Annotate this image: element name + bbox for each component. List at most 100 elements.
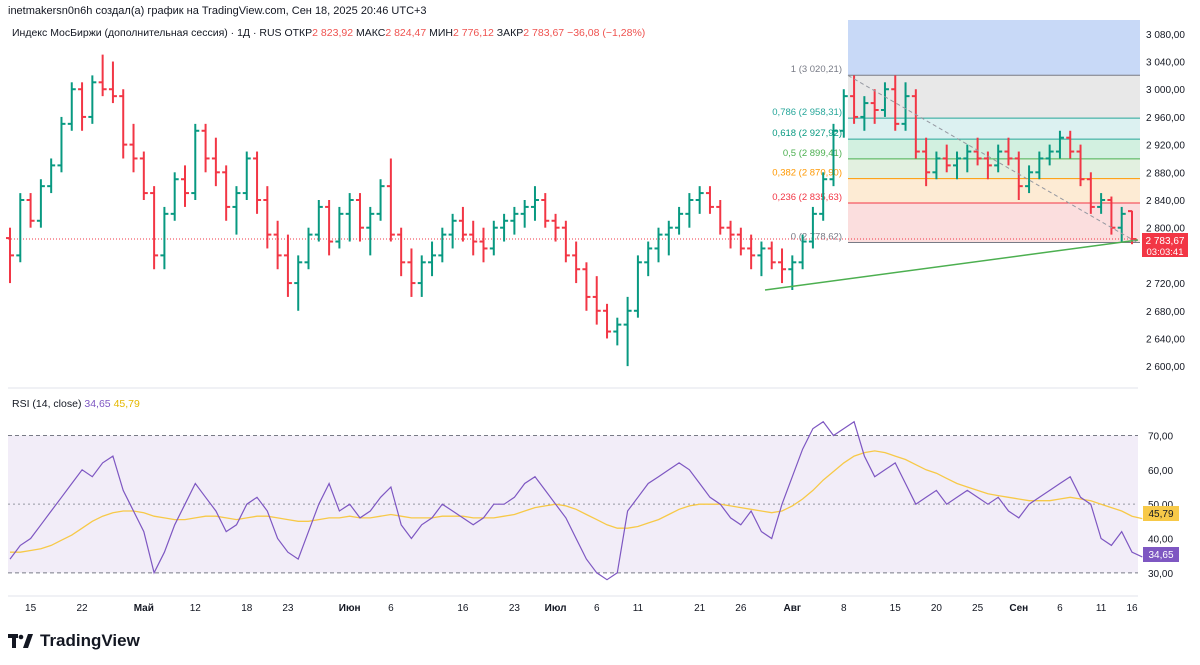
ohlc-bar <box>6 227 14 284</box>
ohlc-bar <box>1004 137 1013 166</box>
ohlc-bar <box>695 186 704 214</box>
ohlc-bar <box>767 241 776 270</box>
rsi-badge-text: 34,65 <box>1148 550 1173 561</box>
rsi-badge <box>1143 547 1179 562</box>
ohlc-bar <box>633 255 642 318</box>
ohlc-bar <box>922 137 931 187</box>
fib-zone <box>848 203 1140 243</box>
ohlc-bar <box>253 151 262 214</box>
ohlc-bar <box>582 262 591 311</box>
ohlc-bar <box>829 123 838 187</box>
time-axis-tick: 23 <box>509 603 521 614</box>
ohlc-bar <box>57 116 66 173</box>
price-axis-tick: 3 000,00 <box>1146 85 1185 96</box>
drawings[interactable] <box>764 74 1139 291</box>
tradingview-logo[interactable]: TradingView <box>8 631 140 651</box>
rsi-axis-tick: 60,00 <box>1148 466 1173 477</box>
ohlc-bar <box>613 317 622 346</box>
time-axis-tick: 16 <box>457 603 469 614</box>
ohlc-bar <box>901 82 910 131</box>
ohlc-bar <box>376 179 385 221</box>
time-axis-tick: 18 <box>241 603 253 614</box>
ohlc-bar <box>191 123 200 200</box>
ohlc-bar <box>88 75 97 124</box>
ohlc-bar <box>685 193 694 228</box>
ohlc-bar <box>994 144 1003 173</box>
open-value: 2 823,92 <box>312 27 354 39</box>
price-axis[interactable]: 3 080,00 3 040,00 3 000,00 2 960,00 2 920,00… <box>1146 30 1185 373</box>
price-axis-tick: 2 840,00 <box>1146 196 1185 207</box>
rsi-ma-badge-text: 45,79 <box>1148 509 1173 520</box>
ohlc-bar <box>180 165 189 207</box>
ohlc-bar <box>664 220 673 256</box>
time-axis-tick: 6 <box>388 603 394 614</box>
ohlc-bar <box>1035 151 1044 180</box>
ohlc-bar <box>1086 172 1095 214</box>
ohlc-bar <box>942 144 951 173</box>
author-line: inetmakersn0n6h создал(а) график на Trad… <box>8 5 427 17</box>
rsi-legend[interactable]: RSI (14, close) 34,65 45,79 <box>12 398 140 410</box>
time-axis-tick: Май <box>134 603 154 614</box>
time-axis-tick: 11 <box>1096 603 1107 614</box>
time-axis-tick: 20 <box>931 603 943 614</box>
ohlc-bar <box>1066 130 1075 159</box>
time-axis-tick: Сен <box>1009 603 1028 614</box>
low-value: 2 776,12 <box>453 27 494 39</box>
ohlc-bar <box>757 241 766 277</box>
ohlc-bar <box>448 213 457 249</box>
ohlc-bar <box>355 193 364 242</box>
ohlc-bar <box>428 241 437 277</box>
ohlc-bar <box>78 82 87 131</box>
ohlc-bar <box>953 151 962 180</box>
price-axis-tick: 2 800,00 <box>1146 224 1185 235</box>
time-axis-tick: 25 <box>972 603 984 614</box>
fib-level-label: 0,236 (2 835,63) <box>772 192 842 203</box>
close-label: ЗАКР <box>496 27 524 39</box>
ohlc-bar <box>1076 144 1085 187</box>
price-axis-tick: 2 640,00 <box>1146 334 1185 345</box>
ohlc-bar <box>654 227 663 263</box>
ohlc-bar <box>500 213 509 242</box>
ohlc-bar <box>263 186 272 249</box>
fib-level-label: 0,786 (2 958,31) <box>772 107 842 118</box>
last-price-badge <box>1142 233 1188 257</box>
ohlc-bar <box>561 220 570 263</box>
ohlc-bar <box>345 193 354 242</box>
rsi-axis-tick: 40,00 <box>1148 534 1173 545</box>
fib-zone <box>848 139 1140 159</box>
ohlc-bar <box>860 96 869 131</box>
ohlc-bar <box>1045 144 1054 166</box>
symbol-name[interactable]: Индекс МосБиржи (дополнительная сессия) … <box>12 27 282 39</box>
ohlc-bar <box>294 255 303 311</box>
ohlc-bar <box>366 206 375 256</box>
rsi-pane[interactable]: 70,00 60,00 50,00 40,00 30,00 <box>8 387 1173 581</box>
time-axis-tick: 23 <box>282 603 294 614</box>
fib-level-label: 0,618 (2 927,92) <box>772 128 842 139</box>
ohlc-bar <box>705 186 714 214</box>
ohlc-bar <box>819 172 828 221</box>
fib-level-label: 1 (3 020,21) <box>791 64 842 75</box>
fib-zone <box>848 118 1140 140</box>
rsi-axis-tick: 70,00 <box>1148 431 1173 442</box>
ohlc-bar <box>170 172 179 221</box>
ohlc-bar <box>129 123 138 173</box>
ohlc-bar <box>417 255 426 297</box>
countdown-timer: 03:03:41 <box>1147 247 1184 258</box>
ohlc-bar <box>47 158 56 194</box>
price-axis-tick: 2 880,00 <box>1146 168 1185 179</box>
ohlc-bar <box>870 89 879 124</box>
fib-zone <box>848 158 1140 179</box>
tradingview-logo-icon <box>8 634 33 648</box>
fibonacci-retracement[interactable]: 1 (3 020,21) 0,786 (2 958,31) 0,618 (2 927… <box>772 20 1140 243</box>
ohlc-bar <box>592 276 601 325</box>
ohlc-bar <box>242 151 251 200</box>
time-axis[interactable]: 15 22 Май 12 18 23 Июн 6 16 23 Июл 6 11 21 26 Авг 8 15 20 2… <box>8 595 1138 614</box>
ohlc-bar <box>716 200 725 235</box>
ohlc-bar <box>273 220 282 270</box>
close-value: 2 783,67 <box>523 27 565 39</box>
ohlc-bar <box>489 220 498 256</box>
price-axis-tick: 3 040,00 <box>1146 58 1185 69</box>
time-axis-tick: 15 <box>25 603 37 614</box>
ohlc-bar <box>839 89 848 138</box>
